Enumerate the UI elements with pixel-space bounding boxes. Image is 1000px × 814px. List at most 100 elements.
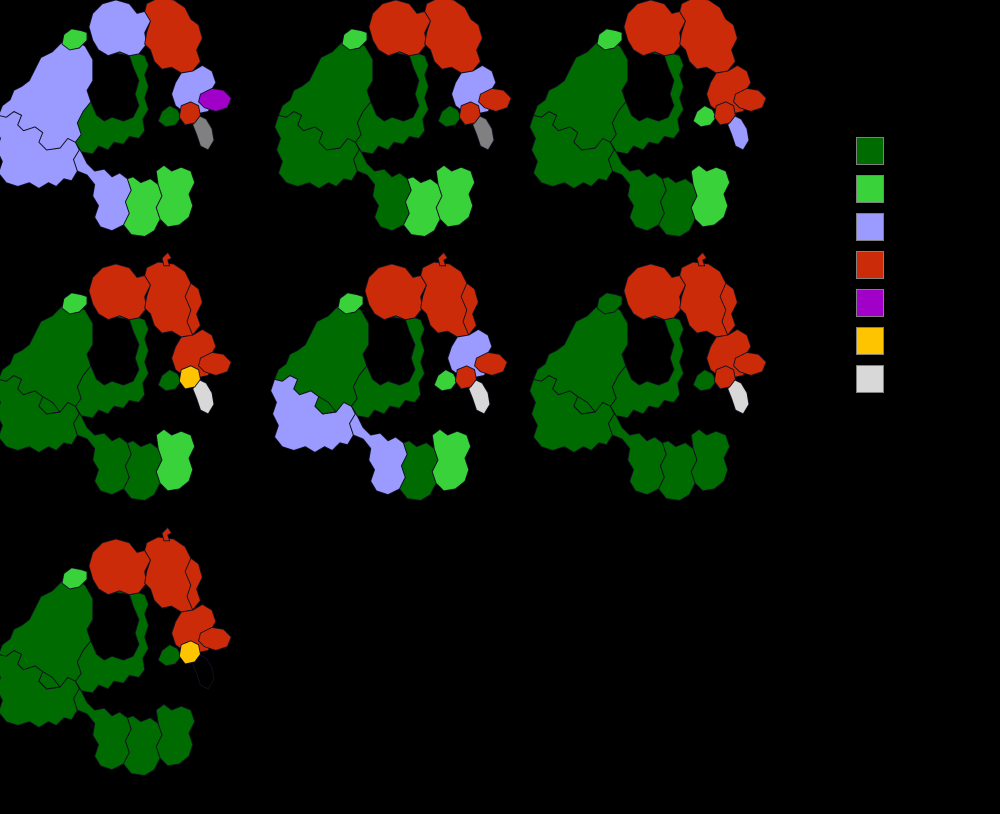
constituency-south-west[interactable] [609,406,667,494]
constituency-boundary-10 [120,437,133,443]
constituency-belfast-west[interactable] [693,106,716,127]
constituency-mid-centre[interactable] [610,50,683,154]
constituency-south-west[interactable] [74,142,132,230]
constituency-south-west[interactable] [74,406,132,494]
legend-row-3[interactable] [856,208,996,246]
constituency-south-centre[interactable] [400,441,438,501]
legend-row-1[interactable] [856,132,996,170]
map-tile-1[interactable] [0,0,282,248]
constituency-south-centre[interactable] [124,177,162,237]
constituency-belfast-centre[interactable] [179,102,200,125]
constituency-boundary-6 [622,439,630,460]
constituency-belfast-east[interactable] [734,352,767,375]
constituency-north-coast-inlet[interactable] [62,293,87,314]
constituency-belfast-east[interactable] [734,88,767,111]
constituency-belfast-east[interactable] [199,627,232,650]
constituency-lough-inlet[interactable] [193,115,214,150]
map-tile-3[interactable] [527,0,817,248]
constituency-south-centre[interactable] [659,441,697,501]
constituency-north-centre[interactable] [89,539,151,595]
constituency-lough-inlet[interactable] [473,115,494,150]
legend-row-4[interactable] [856,246,996,284]
constituency-north-east[interactable] [425,0,483,73]
constituency-north-centre[interactable] [365,264,427,320]
constituency-north-centre[interactable] [89,264,151,320]
map-tile-7[interactable] [0,537,282,787]
constituency-south-east[interactable] [156,429,194,491]
constituency-north-coast-inlet[interactable] [597,293,622,314]
constituency-north-centre[interactable] [89,0,151,56]
legend-row-5[interactable] [856,284,996,322]
constituency-south-west[interactable] [350,406,408,494]
map-tile-2[interactable] [272,0,562,248]
map-tile-4[interactable] [0,262,282,512]
constituency-south-east[interactable] [432,429,470,491]
constituency-south-centre[interactable] [124,716,162,776]
constituency-south-centre[interactable] [659,177,697,237]
constituency-south-centre[interactable] [404,177,442,237]
constituency-belfast-centre[interactable] [714,366,735,389]
constituency-boundary-8 [185,283,193,335]
constituency-boundary-1 [405,320,415,370]
constituency-mid-centre[interactable] [355,50,428,154]
constituency-lough-inlet[interactable] [728,115,749,150]
constituency-belfast-centre[interactable] [459,102,480,125]
constituency-north-east[interactable] [421,262,479,337]
constituency-south-east[interactable] [156,704,194,766]
constituency-south-east[interactable] [691,429,729,491]
constituency-belfast-centre[interactable] [714,102,735,125]
constituency-mid-centre[interactable] [75,50,148,154]
constituency-belfast-west[interactable] [158,370,181,391]
constituency-north-east[interactable] [680,262,738,337]
constituency-north-centre[interactable] [369,0,431,56]
constituency-north-east[interactable] [145,262,203,337]
constituency-belfast-west[interactable] [434,370,457,391]
map-tile-5[interactable] [268,262,558,512]
constituency-belfast-west[interactable] [693,370,716,391]
constituency-rathlin-island[interactable] [162,527,172,540]
legend-swatch-dark_green [856,137,884,165]
constituency-rathlin-island[interactable] [697,252,707,265]
constituency-belfast-east[interactable] [479,88,512,111]
constituency-belfast-west[interactable] [158,645,181,666]
constituency-belfast-east[interactable] [475,352,508,375]
constituency-lough-inlet[interactable] [193,654,214,689]
constituency-south-east[interactable] [156,165,194,227]
constituency-belfast-centre[interactable] [455,366,476,389]
constituency-north-centre[interactable] [624,0,686,56]
constituency-belfast-centre[interactable] [179,641,200,664]
constituency-lough-inlet[interactable] [728,379,749,414]
constituency-south-west[interactable] [609,142,667,230]
constituency-belfast-west[interactable] [438,106,461,127]
constituency-north-east[interactable] [145,0,203,73]
legend-swatch-red_orange [856,251,884,279]
constituency-lough-inlet[interactable] [469,379,490,414]
legend-row-7[interactable] [856,360,996,398]
constituency-belfast-east[interactable] [199,88,232,111]
constituency-boundary-3 [574,406,595,414]
constituency-rathlin-island[interactable] [438,252,448,265]
constituency-south-centre[interactable] [124,441,162,501]
constituency-north-coast-inlet[interactable] [597,29,622,50]
constituency-belfast-west[interactable] [158,106,181,127]
legend-row-2[interactable] [856,170,996,208]
constituency-north-east[interactable] [145,537,203,612]
constituency-north-coast-inlet[interactable] [62,29,87,50]
constituency-north-coast-inlet[interactable] [62,568,87,589]
constituency-lough-inlet[interactable] [193,379,214,414]
constituency-map [527,0,817,248]
legend-row-6[interactable] [856,322,996,360]
constituency-south-east[interactable] [691,165,729,227]
constituency-north-east[interactable] [680,0,738,73]
constituency-boundary-8 [185,558,193,610]
constituency-south-west[interactable] [74,681,132,769]
constituency-south-east[interactable] [436,165,474,227]
constituency-north-centre[interactable] [624,264,686,320]
constituency-north-coast-inlet[interactable] [342,29,367,50]
constituency-rathlin-island[interactable] [162,252,172,265]
constituency-south-west[interactable] [354,142,412,230]
constituency-north-coast-inlet[interactable] [338,293,363,314]
constituency-belfast-east[interactable] [199,352,232,375]
map-tile-6[interactable] [527,262,817,512]
constituency-belfast-centre[interactable] [179,366,200,389]
